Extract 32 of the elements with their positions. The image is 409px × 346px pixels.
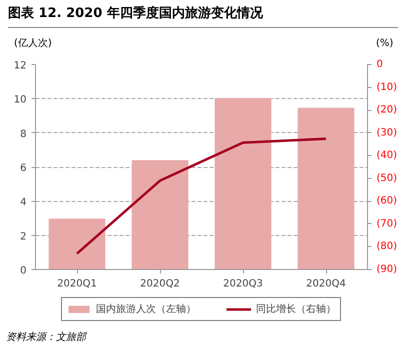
y2-tick-label: (50) — [376, 172, 398, 184]
y-tick-label: 4 — [20, 197, 27, 208]
y2-tick-label: (70) — [376, 218, 398, 230]
bar — [132, 160, 188, 270]
y-tick-label: 2 — [20, 231, 27, 242]
bar — [214, 98, 272, 270]
x-tick-label: 2020Q2 — [140, 278, 180, 290]
y2-tick-label: (30) — [376, 127, 398, 138]
legend-label: 国内旅游人次（左轴） — [96, 302, 196, 316]
y2-tick-label: (60) — [376, 196, 398, 207]
y-axis-title: (亿人次) — [14, 36, 52, 51]
y-tick-label: 12 — [14, 60, 27, 72]
chart-title: 图表 12. 2020 年四季度国内旅游变化情况 — [8, 5, 263, 23]
x-tick-label: 2020Q3 — [223, 278, 263, 290]
line-series — [76, 137, 328, 255]
legend-label: 同比增长（右轴） — [256, 302, 336, 316]
bar — [48, 218, 106, 270]
y2-tick-label: (10) — [376, 82, 398, 93]
x-tick-label: 2020Q1 — [57, 278, 97, 290]
y2-axis-title: (%) — [376, 36, 394, 51]
x-tick-label: 2020Q4 — [306, 278, 346, 290]
y2-tick-label: 0 — [376, 58, 383, 70]
y2-tick-label: (80) — [376, 241, 398, 252]
y-tick-label: 0 — [20, 265, 27, 276]
y-tick-label: 8 — [20, 128, 27, 140]
y-tick-label: 10 — [14, 94, 27, 106]
y2-tick-label: (40) — [376, 150, 398, 161]
text: 资料来源：文旅部 — [6, 330, 86, 345]
y2-tick-label: (20) — [376, 104, 398, 116]
y-tick-label: 6 — [20, 162, 27, 174]
y2-tick-label: (90) — [376, 264, 398, 275]
bar — [298, 108, 354, 270]
